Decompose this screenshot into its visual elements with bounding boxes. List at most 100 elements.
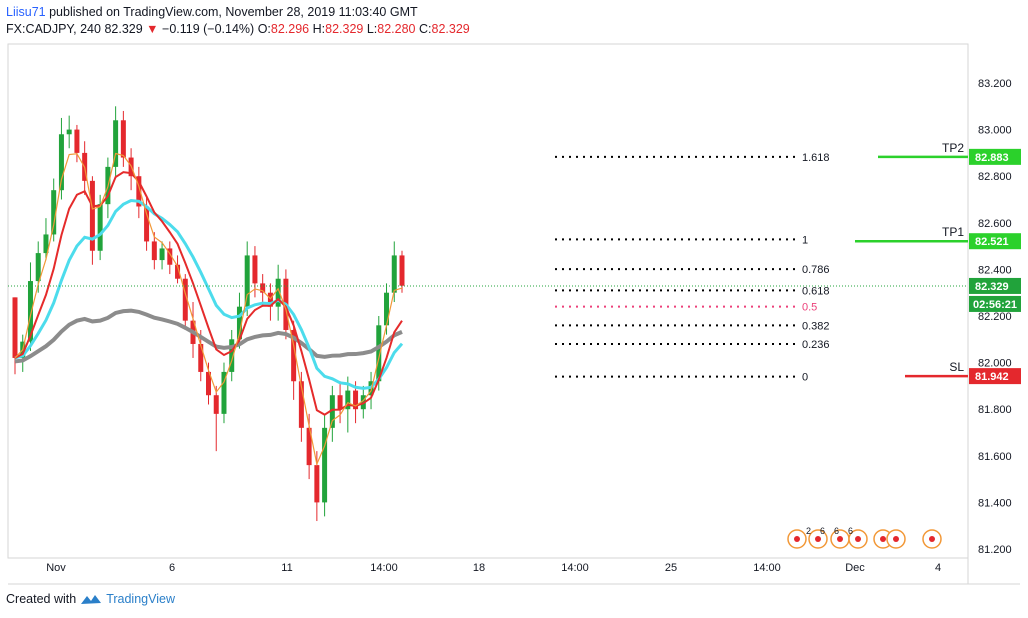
trade-price-tag-label: 82.521 (975, 236, 1009, 248)
trade-price-tag (969, 233, 1021, 250)
trade-price-tag-label: 81.942 (975, 371, 1009, 383)
candle-body (89, 180, 95, 251)
price-axis-label: 81.200 (978, 544, 1012, 556)
candle-body (229, 339, 235, 372)
current-price-tag (969, 277, 1021, 294)
price-axis-label: 81.800 (978, 404, 1012, 416)
price-axis-label: 82.600 (978, 218, 1012, 230)
candle-body (291, 329, 297, 382)
candle-body (213, 395, 219, 414)
candle (136, 166, 142, 219)
price-axis-label: 81.400 (978, 497, 1012, 509)
change-down-icon: ▼ (146, 22, 159, 36)
footer: Created with TradingView (6, 592, 175, 606)
candle-body (136, 176, 142, 207)
event-flag-dot (929, 536, 935, 542)
candle-body (298, 381, 304, 428)
candle (244, 241, 250, 316)
time-axis-label: 4 (935, 562, 941, 574)
candle-body (260, 283, 266, 293)
close-label: C: (419, 22, 432, 36)
candle-body (159, 248, 165, 261)
candle (275, 264, 281, 321)
trade-line-label: SL (949, 360, 964, 374)
candle (213, 385, 219, 452)
price-axis-label: 81.600 (978, 451, 1012, 463)
candle-body (58, 134, 64, 191)
current-price-tag-label: 82.329 (975, 281, 1009, 293)
ma-fast-line (14, 152, 403, 467)
price-axis-label: 82.400 (978, 264, 1012, 276)
candle-body (329, 395, 335, 428)
event-count-label: 6 (834, 526, 839, 536)
ma-cyan-line (14, 198, 404, 390)
candle-body (175, 264, 181, 279)
published-text: published on TradingView.com, November 2… (49, 5, 418, 19)
symbol-label: FX:CADJPY, 240 (6, 22, 101, 36)
fib-level-label: 0.236 (802, 339, 830, 351)
candle-body (252, 255, 258, 284)
candle (66, 115, 72, 149)
low-label: L: (366, 22, 378, 36)
candle-body (337, 395, 343, 410)
candle (74, 124, 80, 163)
candle-body (167, 248, 173, 265)
candle (120, 110, 126, 167)
candle (322, 413, 328, 517)
candle (151, 232, 157, 270)
candle-body (27, 281, 33, 342)
event-flag-dot (893, 536, 899, 542)
fib-level-label: 1.618 (802, 152, 830, 164)
last-price: 82.329 (104, 22, 143, 36)
candle-body (120, 120, 126, 158)
candle-body (244, 255, 250, 307)
candle-body (322, 427, 328, 503)
candle-body (345, 390, 351, 410)
time-axis-label: Nov (46, 562, 66, 574)
time-axis-label: 11 (281, 562, 292, 574)
candle-body (51, 190, 57, 235)
fib-level-label: 0.5 (802, 302, 817, 314)
change-value: −0.119 (−0.14%) (162, 22, 255, 36)
candle-body (391, 255, 397, 293)
time-axis-label: 14:00 (753, 562, 781, 574)
candle-body (151, 241, 157, 261)
event-flag-dot (855, 536, 861, 542)
candle-body (376, 325, 382, 382)
candle-body (66, 129, 72, 135)
candle (175, 255, 181, 284)
trade-price-tag-label: 82.883 (975, 152, 1009, 164)
candle-body (12, 297, 18, 358)
price-axis-label: 82.200 (978, 311, 1012, 323)
candle-body (182, 278, 188, 321)
candle-body (314, 465, 320, 503)
high-label: H: (312, 22, 326, 36)
fib-level-label: 1 (802, 234, 808, 246)
time-axis-label: 14:00 (561, 562, 589, 574)
price-axis-label: 82.000 (978, 358, 1012, 370)
candle (329, 385, 335, 442)
candle (221, 362, 227, 424)
event-flag-dot (815, 536, 821, 542)
chart-pane (7, 43, 969, 559)
time-axis-label: 25 (665, 562, 677, 574)
price-axis-label: 83.200 (978, 78, 1012, 90)
candle-body (74, 129, 80, 153)
author-link[interactable]: Liisu71 (6, 5, 46, 19)
candle (51, 178, 57, 242)
close-value: 82.329 (431, 22, 470, 36)
fib-level-label: 0.382 (802, 320, 830, 332)
candle (298, 371, 304, 442)
time-axis-label: 14:00 (370, 562, 398, 574)
price-chart[interactable]: 83.200 83.000 82.800 82.600 82.400 82.200 82.0… (0, 0, 1028, 590)
candle-body (198, 343, 204, 372)
chart-header: Liisu71 published on TradingView.com, No… (6, 4, 470, 37)
tradingview-brand-link[interactable]: TradingView (106, 592, 175, 606)
low-value: 82.280 (377, 22, 416, 36)
countdown-tag (969, 295, 1021, 312)
event-flag-dot (837, 536, 843, 542)
candle-body (353, 390, 359, 410)
event-flag-dot (880, 536, 886, 542)
candle-body (221, 371, 227, 414)
candle (337, 381, 343, 424)
